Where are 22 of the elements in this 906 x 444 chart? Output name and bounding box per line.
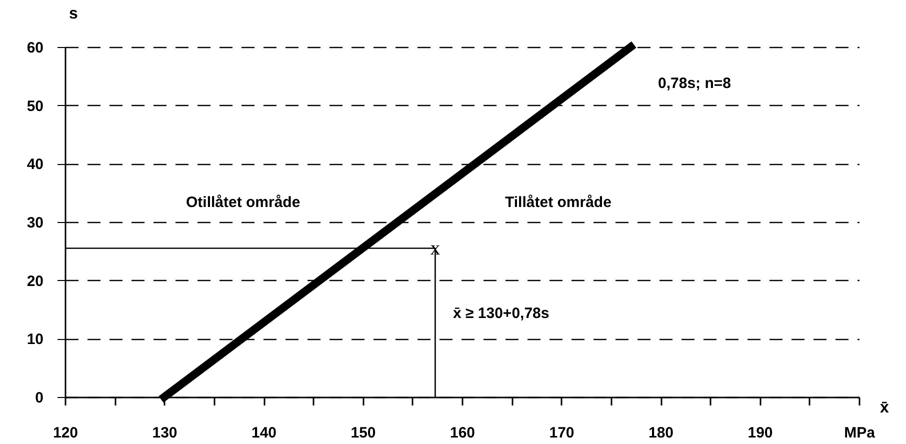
- y-tick-label: 60: [26, 40, 44, 56]
- x-tick-label: 130: [152, 424, 178, 442]
- y-axis-title: s: [69, 6, 78, 22]
- x-tick-label: 120: [52, 424, 78, 442]
- x-tick-label: 190: [748, 424, 773, 442]
- x-tick-label: MPa: [844, 424, 876, 442]
- x-tick-label: 140: [251, 424, 277, 442]
- y-tick-label: 10: [26, 331, 44, 348]
- x-axis-title: x̄: [880, 400, 890, 416]
- x-tick-label: 150: [350, 424, 376, 442]
- annotation: Otillåtet område: [186, 194, 300, 211]
- y-tick-label: 30: [26, 214, 44, 232]
- y-tick-label: 40: [26, 156, 44, 174]
- annotation: Tillåtet område: [505, 194, 612, 211]
- annotation: 0,78s; n=8: [658, 75, 731, 92]
- x-tick-label: 160: [450, 424, 476, 442]
- y-tick-label: 0: [35, 390, 44, 406]
- x-tick-label: 180: [648, 424, 674, 442]
- y-tick-label: 20: [26, 272, 44, 290]
- y-tick-label: 50: [26, 98, 44, 115]
- x-tick-label: 170: [549, 424, 574, 442]
- annotation: x̄ ≥ 130+0,78s: [453, 305, 550, 322]
